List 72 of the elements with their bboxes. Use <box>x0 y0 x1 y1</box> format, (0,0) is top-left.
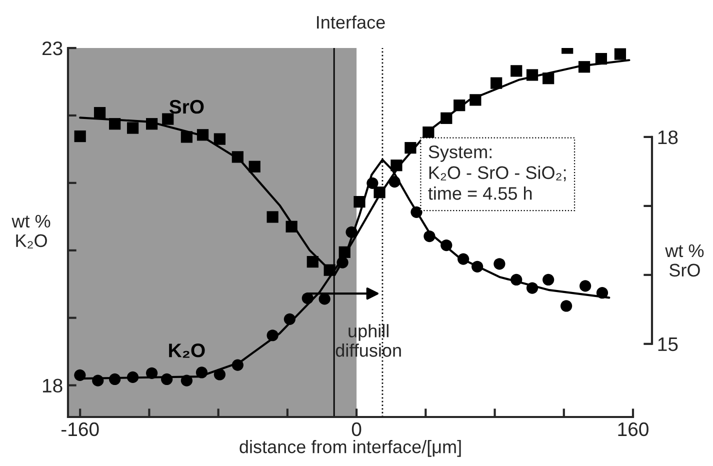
y-axis-title: wt % K₂O <box>12 214 50 248</box>
chart-title: Interface <box>317 15 385 29</box>
point <box>440 239 452 252</box>
y-tick-label: 23 <box>42 41 62 56</box>
point <box>366 177 378 189</box>
point <box>196 129 209 141</box>
point <box>580 280 592 292</box>
point <box>578 61 590 73</box>
point <box>542 274 554 286</box>
point <box>346 226 358 238</box>
point <box>390 160 402 172</box>
point <box>422 126 434 138</box>
point <box>146 118 158 130</box>
point <box>472 260 484 272</box>
point <box>424 230 436 242</box>
point <box>74 130 86 142</box>
annotation: System: K₂O - SrO - SiO₂; time = 4.55 h <box>428 146 566 200</box>
x-tick-label: 160 <box>618 422 648 436</box>
point <box>248 160 260 172</box>
point <box>454 100 466 112</box>
point <box>161 373 173 386</box>
point <box>596 287 608 299</box>
annotation: uphill diffusion <box>336 324 401 357</box>
point <box>232 151 244 163</box>
point <box>542 72 554 84</box>
point <box>336 256 348 268</box>
point <box>146 367 158 379</box>
point <box>510 274 522 286</box>
point <box>614 48 626 60</box>
point <box>374 186 386 198</box>
point <box>196 366 208 378</box>
point <box>94 107 106 119</box>
point <box>302 292 314 304</box>
point <box>126 122 139 134</box>
point <box>526 69 538 81</box>
series-label: SrO <box>169 100 204 114</box>
point <box>180 374 193 386</box>
point <box>510 65 522 77</box>
point <box>490 77 502 89</box>
point <box>109 373 121 386</box>
point <box>560 300 572 312</box>
point <box>306 256 318 268</box>
point <box>126 371 139 384</box>
point <box>440 112 452 124</box>
point <box>266 211 278 223</box>
x-axis-title: distance from interface/[μm] <box>240 440 461 457</box>
point <box>410 206 422 218</box>
point <box>318 293 330 305</box>
point <box>354 196 366 208</box>
point <box>470 94 482 106</box>
y2-tick-label: 18 <box>658 130 678 144</box>
y2-tick-label: 15 <box>658 338 678 352</box>
point <box>595 52 608 65</box>
y2-axis-title: wt % SrO <box>665 244 704 277</box>
point <box>180 131 193 143</box>
point <box>214 368 226 380</box>
point <box>494 258 506 270</box>
point <box>232 359 244 371</box>
point <box>92 374 104 386</box>
point <box>404 142 416 154</box>
point <box>214 133 226 145</box>
x-tick-label: -160 <box>62 422 99 436</box>
point <box>266 330 278 342</box>
x-tick-label: 0 <box>352 422 362 436</box>
point <box>458 253 470 265</box>
point <box>286 220 298 232</box>
point <box>162 113 174 125</box>
point <box>284 313 296 325</box>
series-label: K₂O <box>169 344 205 358</box>
point <box>109 118 121 130</box>
point <box>526 282 538 294</box>
point <box>74 369 86 381</box>
